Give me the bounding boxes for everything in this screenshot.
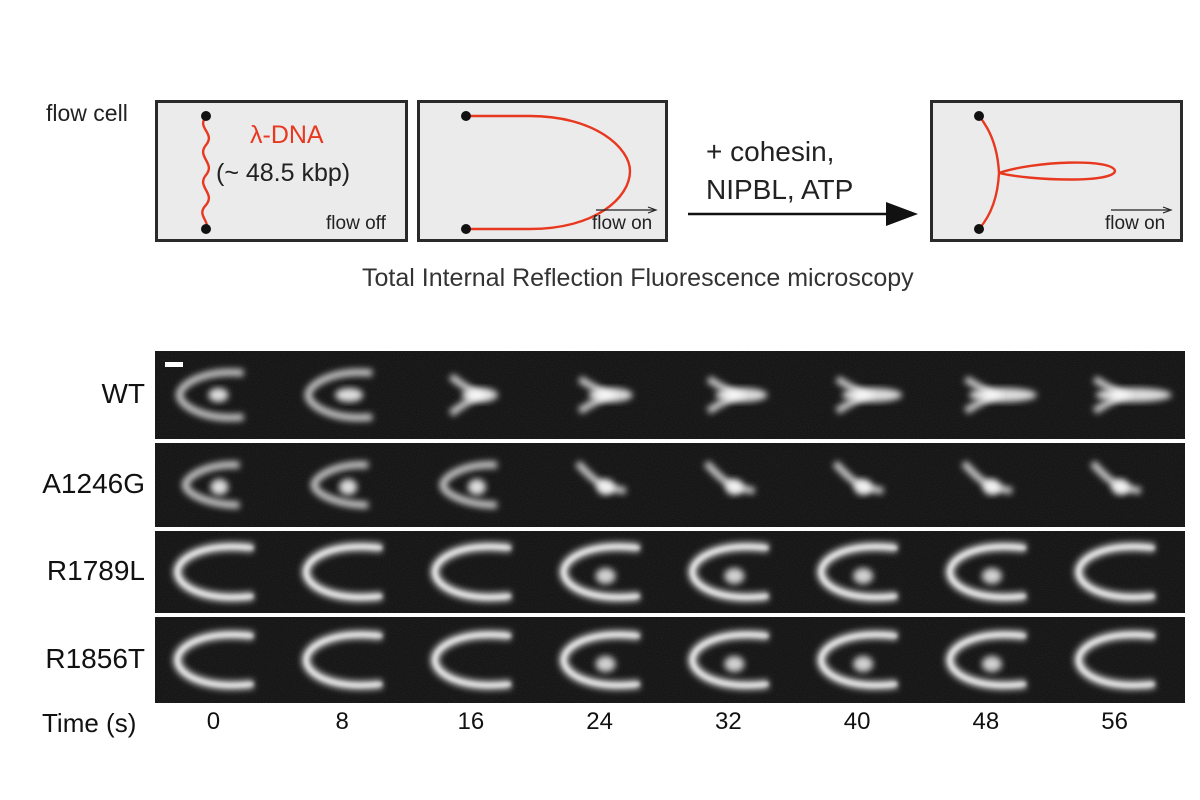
- row-label-r1789l: R1789L: [46, 555, 145, 586]
- row-label-a1246g: A1246G: [42, 468, 145, 499]
- relaxed-dna-drawing: [201, 111, 211, 234]
- flow-on-label: flow on: [1105, 213, 1166, 234]
- flow-cell-label: flow cell: [46, 100, 128, 126]
- frame-r1856t-48s: [945, 630, 1027, 690]
- frame-a1246g-40s: [832, 460, 884, 495]
- montage-row-wt: [155, 351, 1185, 439]
- frame-r1856t-24s: [559, 630, 641, 690]
- stretched-dna-drawing: [461, 111, 658, 234]
- frame-r1789l-56s: [1074, 542, 1156, 602]
- flow-on-label: flow on: [592, 213, 653, 234]
- frame-r1856t-40s: [816, 630, 898, 690]
- frame-wt-32s: [706, 376, 768, 414]
- frame-wt-16s: [448, 373, 498, 417]
- frame-a1246g-0s: [181, 461, 240, 509]
- frame-r1789l-40s: [816, 542, 898, 602]
- frame-r1789l-8s: [301, 542, 383, 602]
- scale-bar: [165, 362, 183, 367]
- frame-a1246g-56s: [1090, 460, 1142, 495]
- frame-wt-48s: [964, 376, 1037, 414]
- tether-point: [201, 111, 211, 121]
- time-tick: 48: [972, 708, 1000, 735]
- montage-row-r1789l: [155, 531, 1185, 613]
- frame-a1246g-24s: [575, 460, 627, 495]
- dna-label: λ-DNA: [250, 121, 324, 149]
- frame-r1856t-0s: [172, 630, 254, 690]
- montage-row-r1856t: [155, 617, 1185, 703]
- frame-r1789l-48s: [945, 542, 1027, 602]
- time-tick: 56: [1101, 708, 1128, 735]
- frame-a1246g-8s: [310, 461, 369, 509]
- dna-size-label: (~ 48.5 kbp): [216, 159, 351, 187]
- frame-r1856t-32s: [687, 630, 769, 690]
- looped-dna-drawing: [974, 111, 1173, 234]
- frame-r1856t-16s: [430, 630, 512, 690]
- time-tick: 32: [715, 708, 742, 735]
- frame-a1246g-48s: [961, 460, 1013, 495]
- frame-a1246g-16s: [439, 461, 498, 509]
- frame-wt-40s: [835, 376, 903, 414]
- method-caption: Total Internal Reflection Fluorescence m…: [362, 264, 914, 292]
- reaction-text-line2: NIPBL, ATP: [706, 174, 854, 205]
- time-tick: 0: [206, 708, 221, 735]
- frame-r1789l-32s: [687, 542, 769, 602]
- time-tick: 16: [457, 708, 485, 735]
- time-tick: 40: [843, 708, 871, 735]
- flow-cell-panel-loop: flow on: [930, 100, 1183, 242]
- frame-r1789l-24s: [559, 542, 641, 602]
- frame-wt-0s: [175, 368, 244, 422]
- frame-wt-24s: [577, 376, 633, 414]
- time-tick: 24: [586, 708, 613, 735]
- frame-r1789l-0s: [172, 542, 254, 602]
- frame-r1856t-8s: [301, 630, 383, 690]
- reaction-text-line1: + cohesin,: [706, 136, 835, 167]
- montage-row-a1246g: [155, 443, 1185, 527]
- flow-cell-panel-flow-off: λ-DNA (~ 48.5 kbp) flow off: [155, 100, 408, 242]
- flow-off-label: flow off: [326, 213, 386, 234]
- frame-a1246g-32s: [703, 460, 756, 495]
- reaction-arrow-icon: [688, 202, 918, 226]
- frame-wt-8s: [304, 368, 373, 422]
- time-axis-label: Time (s): [42, 708, 137, 738]
- row-label-wt: WT: [101, 378, 145, 409]
- tether-point: [201, 224, 211, 234]
- frame-r1789l-16s: [430, 542, 512, 602]
- flow-cell-panel-flow-on: flow on: [417, 100, 668, 242]
- frame-wt-56s: [1092, 376, 1172, 414]
- row-label-r1856t: R1856T: [45, 643, 145, 674]
- frame-r1856t-56s: [1074, 630, 1156, 690]
- time-tick: 8: [335, 708, 349, 735]
